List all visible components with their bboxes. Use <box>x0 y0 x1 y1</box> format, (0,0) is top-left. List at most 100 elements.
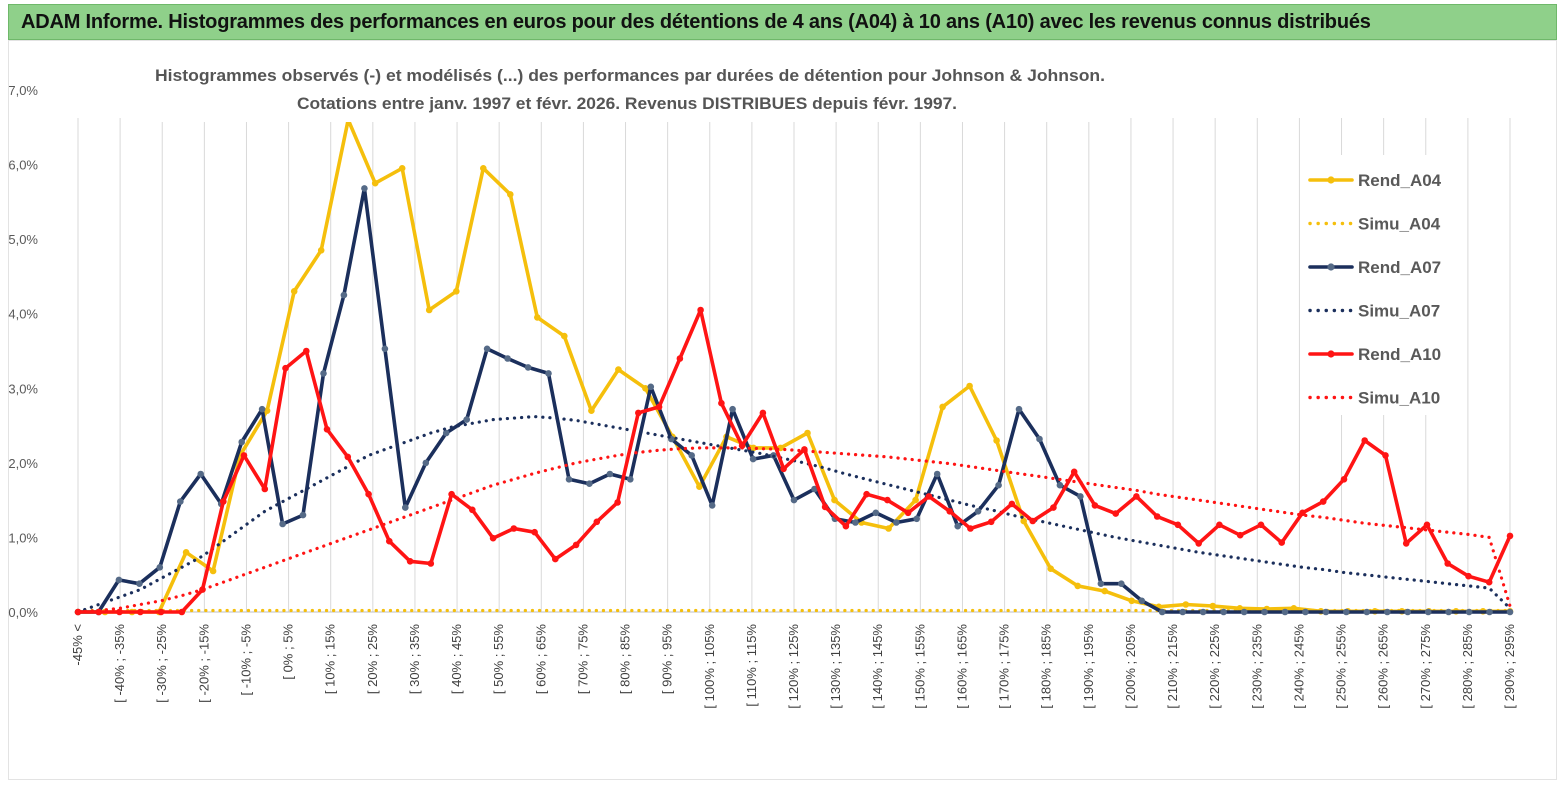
data-point <box>531 528 538 536</box>
data-point <box>1029 517 1036 525</box>
data-point <box>510 525 518 532</box>
data-point <box>708 502 716 509</box>
data-point <box>852 519 859 526</box>
legend-label: Rend_A07 <box>1358 258 1441 277</box>
data-point <box>1506 532 1514 540</box>
data-point <box>1343 608 1350 616</box>
data-point <box>344 453 352 461</box>
data-point <box>422 459 430 467</box>
data-point <box>157 608 165 616</box>
data-point <box>759 409 767 417</box>
x-tick-label: [ -30% ; -25% <box>154 624 169 703</box>
data-point <box>1056 481 1064 489</box>
legend-label: Rend_A04 <box>1358 171 1442 190</box>
chart-title-line-1: Histogrammes observés (-) et modélisés (… <box>155 66 1105 85</box>
x-tick-label: [ 180% ; 185% <box>1039 624 1054 709</box>
legend: Rend_A04 Simu_A04 Rend_A07 Simu_A07 Rend_A10… <box>1300 155 1450 415</box>
data-point <box>1070 468 1078 476</box>
data-point <box>831 496 838 504</box>
data-point <box>1008 500 1016 508</box>
data-point <box>282 364 289 372</box>
data-point <box>1101 587 1108 595</box>
data-point <box>365 490 372 498</box>
data-point <box>1257 521 1265 529</box>
y-tick-label: 3,0% <box>8 381 38 396</box>
series-line-Rend_A04 <box>76 118 1512 614</box>
data-point <box>967 525 974 532</box>
data-point <box>317 247 325 254</box>
data-point <box>884 496 891 504</box>
data-point <box>1361 437 1368 444</box>
data-point <box>1050 504 1057 511</box>
data-point <box>1423 521 1431 529</box>
data-point <box>1128 597 1135 605</box>
data-point <box>425 306 433 314</box>
data-point <box>1195 540 1202 547</box>
legend-label: Rend_A10 <box>1358 345 1441 364</box>
data-point <box>1020 517 1027 525</box>
data-point <box>480 165 487 172</box>
data-point <box>1074 582 1081 590</box>
data-point <box>1299 509 1306 517</box>
x-tick-label: [ 160% ; 165% <box>954 624 969 709</box>
data-point <box>842 522 850 530</box>
data-point <box>729 405 736 413</box>
legend-marker <box>1327 263 1335 271</box>
data-point <box>939 403 946 411</box>
data-point <box>1015 405 1023 413</box>
data-point <box>995 481 1002 489</box>
data-point <box>1322 608 1330 616</box>
data-point <box>1404 608 1411 616</box>
data-point <box>954 522 961 530</box>
data-point <box>156 564 164 571</box>
data-point <box>371 179 379 187</box>
data-point <box>572 541 580 549</box>
data-point <box>863 490 870 498</box>
data-point <box>1153 513 1161 520</box>
x-tick-label: [ 80% ; 85% <box>618 624 633 695</box>
data-point <box>913 515 920 523</box>
legend-label: Simu_A04 <box>1358 215 1441 234</box>
data-point <box>993 437 1000 444</box>
data-point <box>946 508 953 515</box>
data-point <box>987 518 995 526</box>
data-point <box>688 452 695 459</box>
x-tick-label: [ 100% ; 105% <box>702 624 717 709</box>
data-point <box>448 490 455 498</box>
x-tick-label: [ 70% ; 75% <box>575 624 590 695</box>
data-point <box>483 345 491 353</box>
data-point <box>821 503 829 511</box>
y-tick-label: 1,0% <box>8 530 38 545</box>
x-tick-label: [ 0% ; 5% <box>281 624 296 680</box>
data-point <box>1485 578 1493 586</box>
y-tick-label: 4,0% <box>8 307 38 322</box>
x-tick-label: -45% < <box>70 624 85 666</box>
data-point <box>893 519 900 526</box>
data-point <box>463 416 471 423</box>
x-tick-label: [ 170% ; 175% <box>997 624 1012 709</box>
data-point <box>1091 502 1099 509</box>
data-point <box>1112 510 1119 517</box>
legend-marker <box>1327 176 1335 184</box>
chart-title-box: Histogrammes observés (-) et modélisés (… <box>152 58 1107 122</box>
data-point <box>974 508 982 515</box>
data-point <box>925 493 933 500</box>
data-point <box>1133 493 1140 500</box>
data-point <box>635 409 642 417</box>
data-point <box>565 476 573 483</box>
data-point <box>552 555 559 563</box>
data-point <box>655 403 663 411</box>
data-point <box>780 465 787 473</box>
x-tick-label: [ 220% ; 225% <box>1207 624 1222 709</box>
data-point <box>1138 597 1146 605</box>
x-tick-label: [ 60% ; 65% <box>533 624 548 695</box>
x-tick-label: [ 30% ; 35% <box>407 624 422 695</box>
data-point <box>749 455 757 463</box>
data-point <box>1036 435 1043 443</box>
data-point <box>1182 601 1190 608</box>
x-tick-label: [ 130% ; 135% <box>828 624 843 709</box>
data-point <box>872 509 880 517</box>
data-point <box>718 399 725 407</box>
data-point <box>933 470 941 478</box>
data-point <box>1486 608 1493 616</box>
